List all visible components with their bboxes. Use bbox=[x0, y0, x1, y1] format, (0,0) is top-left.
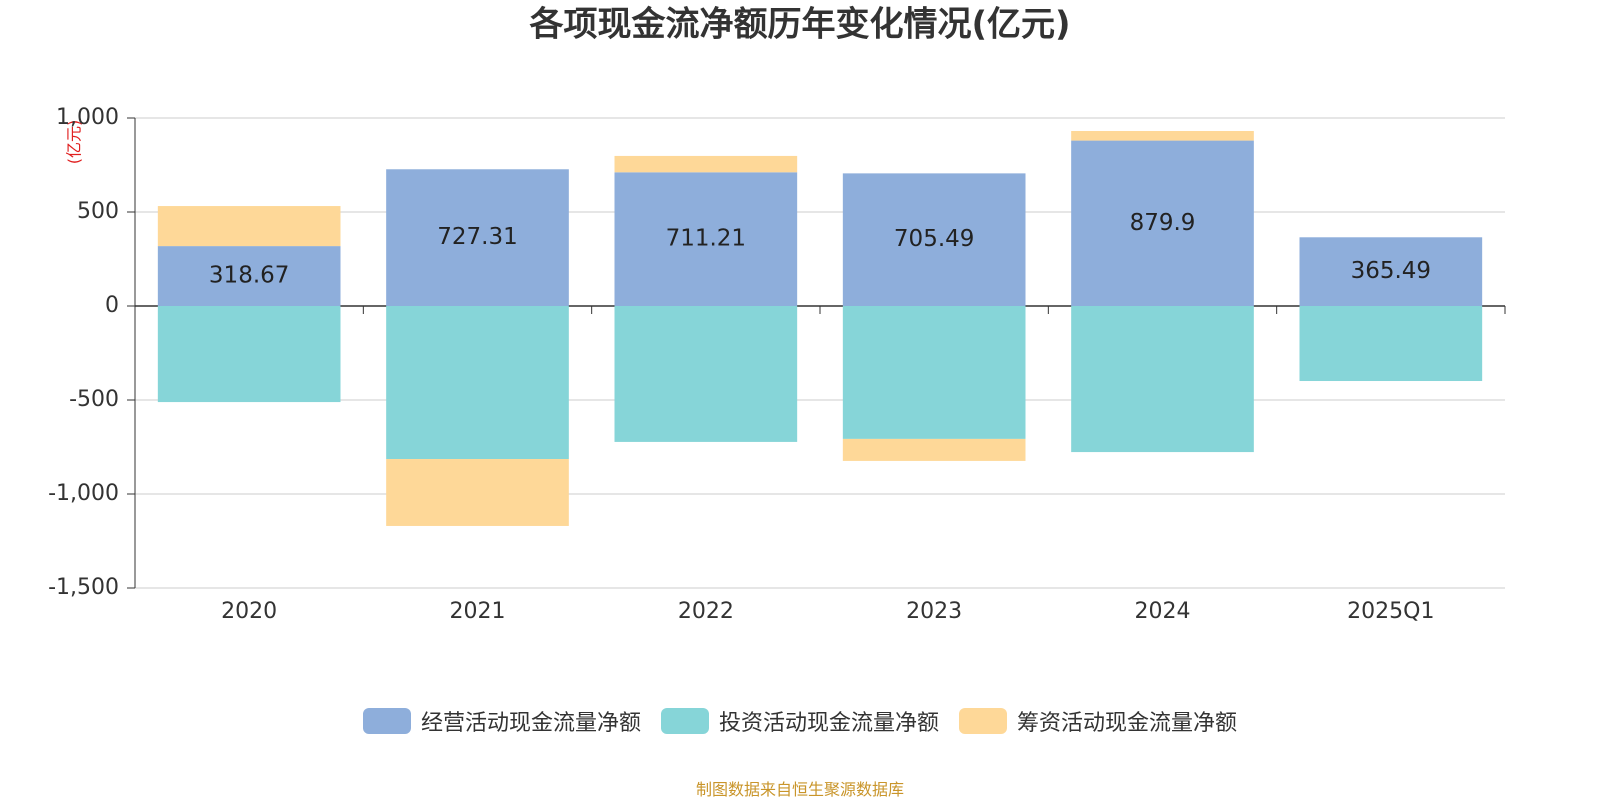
chart-title: 各项现金流净额历年变化情况(亿元) bbox=[529, 5, 1070, 45]
bar-segment bbox=[1299, 306, 1483, 382]
data-label: 365.49 bbox=[1351, 258, 1431, 284]
x-tick-label: 2025Q1 bbox=[1347, 599, 1434, 624]
bar-segment bbox=[614, 172, 798, 306]
legend-item[interactable]: 筹资活动现金流量净额 bbox=[959, 705, 1237, 737]
bar-segment bbox=[1071, 306, 1254, 453]
legend: 经营活动现金流量净额 投资活动现金流量净额 筹资活动现金流量净额 bbox=[0, 705, 1600, 737]
bar-segment bbox=[842, 306, 1026, 439]
bar-segment bbox=[157, 206, 341, 247]
legend-label: 筹资活动现金流量净额 bbox=[1017, 711, 1238, 736]
source-note: 制图数据来自恒生聚源数据库 bbox=[695, 780, 904, 799]
y-tick-label: -500 bbox=[69, 387, 119, 412]
data-label: 711.21 bbox=[666, 226, 746, 252]
bar-segment bbox=[157, 306, 341, 403]
legend-swatch bbox=[362, 708, 411, 734]
y-unit: (亿元) bbox=[65, 120, 84, 165]
data-label: 705.49 bbox=[894, 226, 974, 252]
x-tick-label: 2021 bbox=[450, 599, 506, 624]
data-label: 879.9 bbox=[1130, 210, 1196, 236]
bar-segment bbox=[157, 246, 341, 306]
data-label: 727.31 bbox=[437, 224, 517, 250]
y-tick-label: 1,000 bbox=[56, 105, 119, 130]
y-tick-label: -1,000 bbox=[48, 481, 119, 506]
legend-label: 投资活动现金流量净额 bbox=[718, 711, 939, 736]
data-label: 318.67 bbox=[209, 263, 289, 289]
bar-segment bbox=[842, 173, 1026, 306]
y-tick-label: 500 bbox=[77, 199, 119, 224]
legend-swatch bbox=[660, 708, 709, 734]
bar-segment bbox=[386, 459, 569, 526]
x-tick-label: 2023 bbox=[906, 599, 962, 624]
bar-segment bbox=[614, 155, 798, 173]
y-tick-label: 0 bbox=[105, 293, 119, 318]
y-tick-label: -1,500 bbox=[48, 575, 119, 600]
bar-segment bbox=[1299, 237, 1483, 306]
bar-segment bbox=[614, 306, 798, 442]
legend-label: 经营活动现金流量净额 bbox=[420, 711, 641, 736]
bar-segment bbox=[1071, 130, 1254, 141]
legend-swatch bbox=[959, 708, 1007, 734]
legend-item[interactable]: 投资活动现金流量净额 bbox=[660, 705, 939, 737]
x-tick-label: 2024 bbox=[1135, 599, 1191, 624]
x-tick-label: 2020 bbox=[221, 599, 277, 624]
bar-segment bbox=[386, 169, 569, 306]
bar-segment bbox=[386, 306, 569, 460]
bar-segment bbox=[1071, 140, 1254, 306]
x-tick-label: 2022 bbox=[678, 599, 734, 624]
legend-item[interactable]: 经营活动现金流量净额 bbox=[362, 705, 641, 737]
bar-segment bbox=[842, 438, 1026, 461]
